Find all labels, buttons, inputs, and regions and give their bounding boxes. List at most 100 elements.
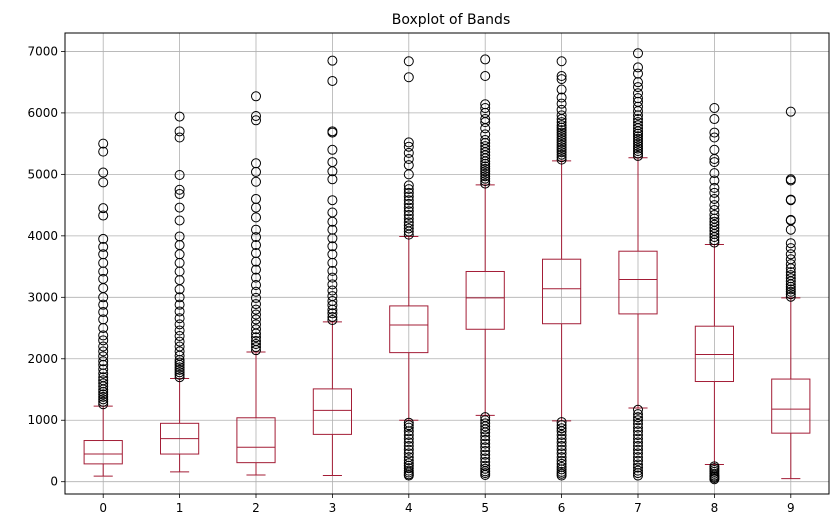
outlier-point xyxy=(98,249,109,260)
box-series xyxy=(83,48,811,485)
outlier-point xyxy=(556,71,567,82)
outlier-point xyxy=(403,147,414,158)
outlier-point xyxy=(556,92,567,103)
outlier-point xyxy=(174,313,185,324)
outlier-point xyxy=(556,74,567,85)
outlier-point xyxy=(327,285,338,296)
outlier-point xyxy=(98,341,109,352)
outlier-point xyxy=(556,125,567,136)
outlier-point xyxy=(251,286,261,297)
outlier-point xyxy=(633,117,643,128)
outlier-point xyxy=(251,248,261,259)
outlier-point xyxy=(251,115,261,126)
outlier-point xyxy=(327,295,338,306)
outlier-point xyxy=(633,150,643,161)
outlier-point xyxy=(98,396,109,407)
box-iqr xyxy=(389,305,429,354)
outlier-point xyxy=(327,126,338,137)
outlier-point xyxy=(251,339,261,350)
outlier-point xyxy=(98,346,109,357)
outlier-point xyxy=(98,375,109,386)
outlier-point xyxy=(403,448,414,459)
box-iqr xyxy=(312,388,352,435)
outlier-point xyxy=(98,307,109,318)
outlier-point xyxy=(480,434,491,445)
outlier-point xyxy=(785,243,796,254)
outlier-point xyxy=(633,433,643,444)
outlier-point xyxy=(403,429,414,440)
outlier-point xyxy=(251,304,261,315)
outlier-point xyxy=(174,319,185,330)
outlier-point xyxy=(556,444,567,455)
x-tick-label: 3 xyxy=(329,501,337,515)
outlier-point xyxy=(174,132,185,143)
outlier-point xyxy=(403,444,414,455)
y-tick-label: 0 xyxy=(50,475,58,489)
box-iqr xyxy=(542,258,582,325)
outlier-point xyxy=(633,138,643,149)
outlier-point xyxy=(633,437,643,448)
outlier-point xyxy=(98,399,109,410)
outlier-point xyxy=(556,452,567,463)
box-group-9 xyxy=(771,106,811,480)
box-group-5 xyxy=(465,54,505,480)
outlier-point xyxy=(556,154,567,165)
outlier-point xyxy=(633,422,643,433)
outlier-point xyxy=(251,335,261,346)
outlier-point xyxy=(556,423,567,434)
outlier-point xyxy=(633,68,643,79)
box-group-0 xyxy=(83,138,123,477)
x-tick-label: 8 xyxy=(711,501,719,515)
outlier-point xyxy=(480,453,491,464)
outlier-point xyxy=(633,429,643,440)
outlier-point xyxy=(98,177,109,188)
outlier-point xyxy=(251,224,261,235)
outlier-point xyxy=(174,202,185,213)
outlier-point xyxy=(556,56,567,67)
outlier-point xyxy=(98,330,109,341)
box-iqr xyxy=(236,417,276,464)
outlier-point xyxy=(480,173,491,184)
outlier-point xyxy=(403,180,414,191)
outlier-point xyxy=(403,56,414,67)
box-group-6 xyxy=(542,56,582,481)
outlier-point xyxy=(98,364,109,375)
outlier-point xyxy=(403,220,414,231)
outlier-point xyxy=(98,394,109,405)
outlier-point xyxy=(556,426,567,437)
outlier-point xyxy=(251,272,261,283)
outlier-point xyxy=(480,161,491,172)
outlier-point xyxy=(480,163,491,174)
outlier-point xyxy=(633,141,643,152)
y-tick-label: 1000 xyxy=(27,413,58,427)
outlier-point xyxy=(709,175,720,186)
outlier-point xyxy=(785,259,796,270)
outlier-point xyxy=(785,249,796,260)
outlier-point xyxy=(251,212,261,223)
outlier-point xyxy=(98,389,109,400)
outlier-point xyxy=(327,315,338,326)
outlier-point xyxy=(633,444,643,455)
outlier-point xyxy=(327,272,338,283)
outlier-point xyxy=(633,426,643,437)
y-tick-label: 7000 xyxy=(27,44,58,58)
outlier-point xyxy=(251,309,261,320)
outlier-point xyxy=(633,62,643,73)
outlier-point xyxy=(709,144,720,155)
outlier-point xyxy=(556,142,567,153)
outlier-point xyxy=(327,265,338,276)
outlier-point xyxy=(556,448,567,459)
outlier-point xyxy=(98,241,109,252)
outlier-point xyxy=(98,203,109,214)
outlier-point xyxy=(556,104,567,115)
outlier-point xyxy=(403,470,414,481)
outlier-point xyxy=(403,426,414,437)
outlier-point xyxy=(327,249,338,260)
outlier-point xyxy=(633,133,643,144)
outlier-point xyxy=(98,391,109,402)
outlier-point xyxy=(556,144,567,155)
outlier-point xyxy=(403,420,414,431)
outlier-point xyxy=(98,351,109,362)
